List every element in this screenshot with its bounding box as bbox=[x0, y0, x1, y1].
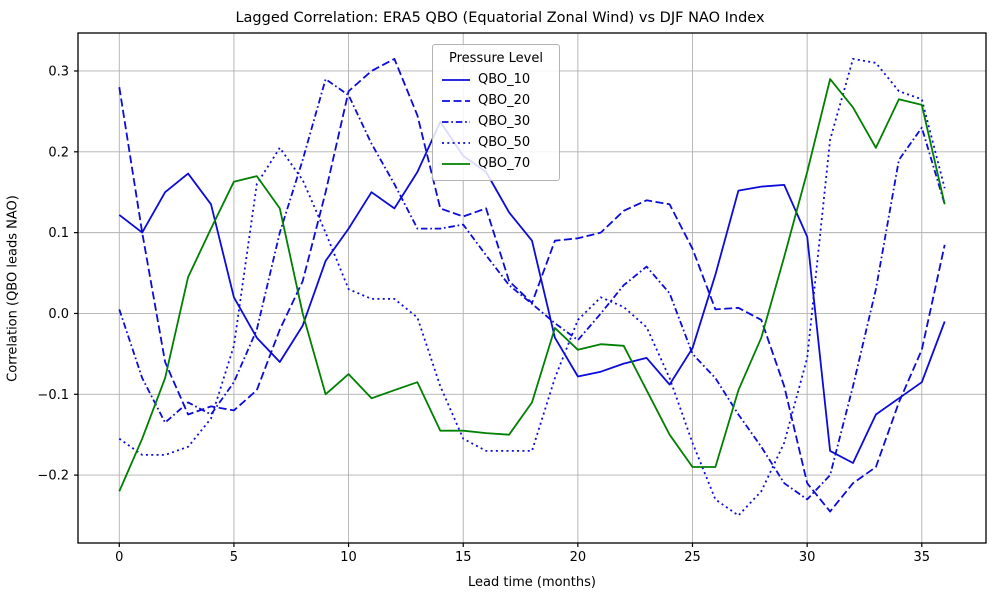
x-tick-label: 25 bbox=[684, 550, 701, 565]
series-line-QBO_10 bbox=[118, 121, 946, 464]
y-tick-label: 0.0 bbox=[48, 307, 69, 322]
legend-line-sample-QBO_10 bbox=[442, 78, 470, 81]
legend-line-sample-QBO_30 bbox=[442, 120, 470, 123]
legend-line-sample-QBO_50 bbox=[442, 141, 470, 144]
legend-title: Pressure Level bbox=[449, 51, 543, 66]
axes-spines bbox=[77, 32, 987, 544]
x-tick-label: 10 bbox=[340, 550, 357, 565]
legend-label: QBO_70 bbox=[478, 156, 531, 171]
legend-label: QBO_20 bbox=[478, 93, 531, 108]
y-tick-label: −0.1 bbox=[37, 388, 69, 403]
x-axis-label: Lead time (months) bbox=[468, 575, 596, 590]
x-tick-label: 0 bbox=[115, 550, 123, 565]
legend-label: QBO_50 bbox=[478, 135, 531, 150]
series-line-QBO_50 bbox=[118, 58, 946, 517]
x-tick-label: 20 bbox=[570, 550, 587, 565]
legend-line-sample-QBO_20 bbox=[442, 99, 470, 102]
chart-title: Lagged Correlation: ERA5 QBO (Equatorial… bbox=[235, 10, 765, 26]
legend-item-QBO_20: QBO_20 bbox=[441, 90, 551, 111]
y-tick-label: 0.1 bbox=[48, 226, 69, 241]
legend-item-QBO_10: QBO_10 bbox=[441, 69, 551, 90]
legend-line-sample-QBO_70 bbox=[442, 162, 470, 165]
legend-item-QBO_50: QBO_50 bbox=[441, 132, 551, 153]
y-tick-label: 0.2 bbox=[48, 145, 69, 160]
x-tick-label: 15 bbox=[455, 550, 472, 565]
x-tick-label: 5 bbox=[230, 550, 238, 565]
y-axis-label: Correlation (QBO leads NAO) bbox=[5, 195, 21, 382]
legend-label: QBO_30 bbox=[478, 114, 531, 129]
series-line-QBO_70 bbox=[118, 78, 946, 492]
y-tick-label: 0.3 bbox=[48, 64, 69, 79]
series-line-QBO_30 bbox=[118, 78, 946, 501]
legend-box: Pressure Level QBO_10 QBO_20 QBO_30 QBO_50 Q… bbox=[432, 44, 560, 181]
x-tick-label: 35 bbox=[914, 550, 931, 565]
legend-label: QBO_10 bbox=[478, 72, 531, 87]
legend-item-QBO_70: QBO_70 bbox=[441, 153, 551, 174]
y-tick-label: −0.2 bbox=[37, 469, 69, 484]
x-tick-label: 30 bbox=[799, 550, 816, 565]
legend-item-QBO_30: QBO_30 bbox=[441, 111, 551, 132]
